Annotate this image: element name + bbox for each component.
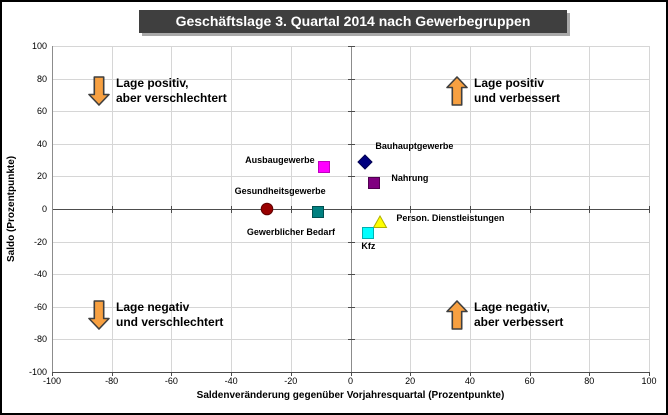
zero-line-tick <box>529 206 531 213</box>
x-axis-tick <box>529 372 531 376</box>
x-axis-tick <box>171 372 173 376</box>
data-point-label: Gesundheitsgewerbe <box>234 186 326 197</box>
y-tick-label: -20 <box>33 236 47 247</box>
data-point-label: Ausbaugewerbe <box>245 154 315 165</box>
zero-line-tick <box>347 143 355 145</box>
zero-line-tick <box>347 209 355 210</box>
data-point-square <box>366 175 382 191</box>
x-axis-title: Saldenveränderung gegenüber Vorjahresqua… <box>196 390 505 401</box>
data-point-square <box>316 159 332 175</box>
zero-line-tick <box>649 206 650 213</box>
data-point-label: Nahrung <box>391 172 429 183</box>
quadrant-annotation-bottom-left: Lage negativ und verschlechtert <box>88 300 223 330</box>
zero-line-tick <box>347 176 355 178</box>
y-tick-label: 100 <box>31 41 47 51</box>
quadrant-label: Lage positiv und verbessert <box>474 76 561 105</box>
x-axis-tick <box>111 372 113 376</box>
up-arrow-icon <box>446 300 468 330</box>
zero-line-tick <box>347 241 355 243</box>
data-point-diamond <box>357 154 374 170</box>
quadrant-annotation-top-right: Lage positiv und verbessert <box>446 76 560 106</box>
x-tick-label: -40 <box>224 376 238 386</box>
zero-line-tick <box>347 274 355 276</box>
zero-line-tick <box>347 306 355 308</box>
zero-line-tick <box>347 339 355 341</box>
y-tick-label: -60 <box>33 301 47 312</box>
zero-line-tick <box>410 206 412 213</box>
data-point-label: Kfz <box>361 241 376 252</box>
zero-line-tick <box>347 46 355 47</box>
zero-line-tick <box>347 111 355 113</box>
chart-title: Geschäftslage 3. Quartal 2014 nach Gewer… <box>139 10 567 33</box>
y-axis-line <box>52 46 53 372</box>
quadrant-label: Lage positiv, aber verschlechtert <box>116 76 227 105</box>
quadrant-label: Lage negativ und verschlechtert <box>116 300 224 329</box>
x-tick-label: 80 <box>584 376 595 386</box>
x-axis-tick <box>350 372 352 376</box>
x-tick-label: -20 <box>284 376 298 386</box>
x-axis-tick <box>52 372 53 376</box>
x-tick-label: 20 <box>405 376 416 386</box>
data-point-square <box>360 225 376 241</box>
zero-line-tick <box>171 206 173 213</box>
y-tick-label: -100 <box>28 367 47 377</box>
y-tick-label: 40 <box>36 138 47 149</box>
down-arrow-icon <box>88 76 110 106</box>
x-axis-tick <box>231 372 233 376</box>
x-tick-label: 100 <box>641 376 657 386</box>
y-tick-label: -80 <box>33 334 47 345</box>
data-point-label: Person. Dienstleistungen <box>396 213 505 224</box>
quadrant-annotation-bottom-right: Lage negativ, aber verbessert <box>446 300 563 330</box>
zero-line-tick <box>469 206 471 213</box>
quadrant-annotation-top-left: Lage positiv, aber verschlechtert <box>88 76 227 106</box>
zero-line-tick <box>231 206 233 213</box>
up-arrow-icon <box>446 76 468 106</box>
x-tick-label: 60 <box>524 376 535 386</box>
y-tick-label: 20 <box>36 171 47 182</box>
x-axis-tick <box>410 372 412 376</box>
x-tick-label: -80 <box>105 376 119 386</box>
y-tick-label: 80 <box>36 73 47 84</box>
zero-line-tick <box>347 78 355 80</box>
data-point-square <box>310 204 326 220</box>
x-tick-label: -60 <box>164 376 178 386</box>
x-tick-label: -100 <box>42 376 61 386</box>
data-point-triangle <box>372 214 388 230</box>
x-axis-tick <box>589 372 591 376</box>
quadrant-label: Lage negativ, aber verbessert <box>474 300 564 329</box>
zero-line-tick <box>589 206 591 213</box>
data-point-circle <box>259 201 275 217</box>
y-tick-label: 0 <box>41 204 47 214</box>
down-arrow-icon <box>88 300 110 330</box>
x-tick-label: 40 <box>464 376 475 386</box>
zero-line-tick <box>290 206 292 213</box>
data-point-label: Gewerblicher Bedarf <box>246 227 335 237</box>
plot-area: Ausbaugewerbe Bauhauptgewerbe Nahrung Gesun… <box>52 46 650 376</box>
y-tick-label: 60 <box>36 106 47 117</box>
x-axis-tick <box>649 372 650 376</box>
x-tick-label: 0 <box>347 376 353 386</box>
data-point-label: Bauhauptgewerbe <box>375 140 454 151</box>
y-tick-label: -40 <box>33 269 47 280</box>
x-axis-tick <box>469 372 471 376</box>
x-axis-tick <box>290 372 292 376</box>
zero-line-tick <box>111 206 113 213</box>
